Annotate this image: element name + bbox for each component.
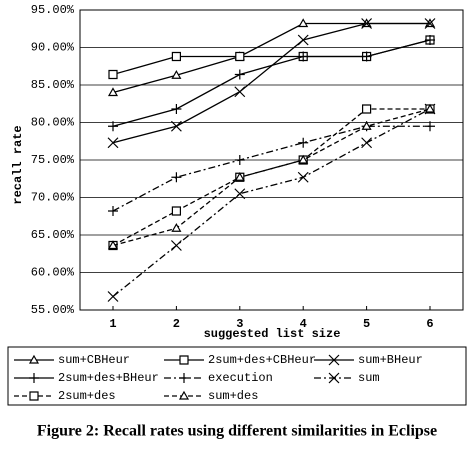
legend-label: 2sum+des+BHeur	[58, 371, 159, 385]
marker	[179, 355, 189, 365]
marker	[361, 137, 373, 149]
marker	[170, 240, 182, 251]
y-tick-label: 85.00%	[31, 78, 75, 92]
y-tick-label: 75.00%	[31, 153, 75, 167]
marker	[234, 155, 245, 165]
legend-label: sum+BHeur	[358, 353, 423, 367]
marker	[29, 373, 39, 383]
series-line	[112, 108, 431, 298]
series-line	[112, 39, 431, 127]
marker	[179, 373, 189, 383]
marker	[29, 391, 39, 401]
caption: Figure 2: Recall rates using different s…	[37, 423, 437, 440]
marker	[171, 104, 182, 114]
x-tick-label: 3	[236, 317, 243, 331]
marker	[298, 51, 309, 62]
marker	[107, 240, 119, 250]
y-axis-label: recall rate	[11, 125, 25, 204]
x-axis-label: suggested list size	[204, 327, 341, 341]
legend-label: 2sum+des+CBHeur	[208, 353, 316, 367]
marker	[361, 18, 373, 29]
marker	[108, 206, 118, 216]
x-tick-label: 4	[300, 317, 307, 331]
y-tick-label: 55.00%	[31, 303, 75, 317]
legend-label: sum	[358, 371, 380, 385]
y-tick-label: 65.00%	[31, 228, 75, 242]
legend-label: 2sum+des	[58, 389, 116, 403]
marker	[171, 51, 181, 62]
marker	[178, 390, 190, 400]
marker	[298, 154, 309, 164]
series-line	[112, 22, 430, 94]
marker	[107, 137, 119, 149]
marker	[361, 51, 372, 62]
x-tick-label: 6	[426, 317, 433, 331]
marker	[424, 103, 436, 113]
marker	[234, 172, 245, 181]
marker	[171, 206, 181, 216]
marker	[108, 121, 118, 132]
legend-label: execution	[208, 371, 273, 385]
marker	[328, 372, 340, 384]
marker	[171, 70, 182, 79]
x-tick-label: 5	[363, 317, 370, 331]
marker	[362, 104, 372, 114]
x-tick-label: 2	[173, 317, 180, 331]
marker	[234, 188, 246, 200]
marker	[297, 34, 309, 46]
marker	[107, 291, 119, 302]
marker	[28, 354, 40, 364]
marker	[298, 137, 309, 148]
marker	[234, 86, 246, 98]
series-line	[112, 125, 430, 212]
legend-frame	[7, 346, 467, 406]
marker	[170, 120, 182, 132]
series-line	[112, 108, 430, 247]
marker	[361, 121, 372, 130]
marker	[298, 18, 309, 28]
marker	[234, 69, 245, 80]
marker	[235, 51, 245, 62]
y-tick-label: 80.00%	[31, 116, 75, 130]
legend-label: sum+CBHeur	[58, 353, 130, 367]
marker	[297, 171, 309, 183]
marker	[107, 87, 119, 97]
x-tick-label: 1	[109, 317, 116, 331]
marker	[425, 121, 435, 132]
series-line	[112, 39, 431, 76]
marker	[108, 69, 118, 80]
y-tick-label: 90.00%	[31, 41, 75, 55]
legend-label: sum+des	[208, 389, 258, 403]
marker	[171, 223, 182, 232]
marker	[425, 35, 435, 45]
series-line	[112, 108, 431, 247]
series-line	[112, 22, 430, 144]
y-tick-label: 60.00%	[31, 266, 75, 280]
y-tick-label: 70.00%	[31, 191, 75, 205]
y-tick-label: 95.00%	[31, 3, 75, 17]
marker	[171, 172, 182, 183]
marker	[328, 354, 340, 366]
marker	[424, 18, 436, 29]
